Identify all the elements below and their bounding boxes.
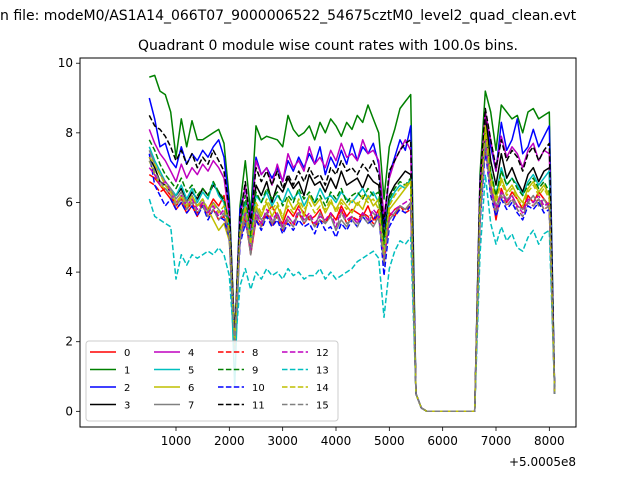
y-tick-label: 6: [65, 195, 73, 209]
series-line-13: [148, 173, 556, 413]
legend-label-1: 1: [124, 366, 130, 377]
legend-label-3: 3: [124, 401, 130, 412]
legend-label-2: 2: [124, 383, 130, 394]
series-line-1: [149, 74, 556, 413]
x-tick-label: 8000: [534, 434, 565, 448]
plot-frame: [79, 57, 577, 428]
series-line-15: [148, 142, 556, 413]
x-tick-label: 7000: [481, 434, 512, 448]
x-tick-label: 6000: [427, 434, 458, 448]
y-tick-label: 2: [65, 335, 73, 349]
y-axis: 0 2 4 6 8 10: [58, 56, 80, 418]
series-layer: [148, 74, 556, 413]
y-tick-label: 0: [65, 404, 73, 418]
series-line-11: [148, 107, 556, 413]
x-tick-label: 1000: [161, 434, 192, 448]
figure-suptitle: n file: modeM0/AS1A14_066T07_9000006522_…: [0, 8, 577, 24]
legend-label-9: 9: [252, 366, 258, 377]
y-tick-label: 4: [65, 265, 73, 279]
x-tick-label: 4000: [321, 434, 352, 448]
x-tick-label: 3000: [267, 434, 298, 448]
x-axis: 1000 2000 3000 4000 5000 6000 7000 8000: [161, 427, 565, 448]
legend-label-6: 6: [188, 383, 194, 394]
y-tick-label: 8: [65, 126, 73, 140]
x-tick-label: 2000: [214, 434, 245, 448]
chart-title: Quadrant 0 module wise count rates with …: [138, 38, 518, 54]
x-tick-label: 5000: [374, 434, 405, 448]
legend-label-10: 10: [252, 383, 265, 394]
y-tick-label: 10: [58, 56, 73, 70]
legend-label-15: 15: [316, 401, 329, 412]
legend-label-7: 7: [188, 401, 194, 412]
legend-label-4: 4: [188, 348, 194, 359]
legend-label-14: 14: [316, 383, 329, 394]
series-line-14: [148, 128, 556, 413]
x-offset-label: +5.0005e8: [509, 455, 576, 469]
legend-label-5: 5: [188, 366, 194, 377]
legend-label-8: 8: [252, 348, 258, 359]
legend-label-11: 11: [252, 401, 265, 412]
legend-label-12: 12: [316, 348, 329, 359]
legend-label-13: 13: [316, 366, 329, 377]
legend-label-0: 0: [124, 348, 130, 359]
series-line-4: [148, 111, 556, 413]
legend-box: [85, 340, 339, 422]
